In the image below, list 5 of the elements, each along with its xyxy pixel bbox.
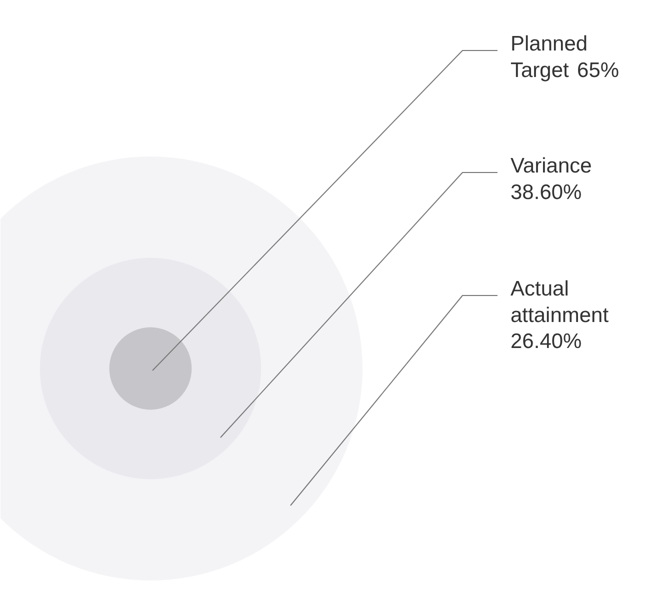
category-label: Actual attainment [510, 278, 609, 327]
data-label: 65% [577, 58, 620, 82]
data-label: 38.60% [510, 180, 582, 204]
data-label: 26.40% [510, 330, 582, 353]
category-label: Variance [510, 154, 592, 178]
